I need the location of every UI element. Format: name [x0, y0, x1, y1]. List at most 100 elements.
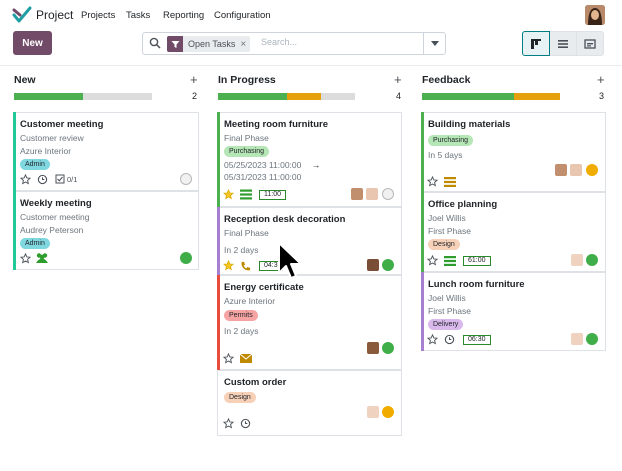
- caret-down-icon: [430, 41, 439, 46]
- time-widget[interactable]: 11:00: [259, 190, 286, 200]
- activity-view-button[interactable]: [576, 31, 604, 56]
- card-customer: Azure Interior: [224, 296, 276, 306]
- assignee-avatar[interactable]: [570, 164, 582, 176]
- add-card-icon[interactable]: +: [394, 72, 402, 87]
- star-filled-icon[interactable]: [223, 189, 234, 200]
- assignee-avatar[interactable]: [351, 188, 363, 200]
- task-list-icon[interactable]: [444, 256, 456, 266]
- star-icon[interactable]: [223, 353, 234, 364]
- card-project: Customer meeting: [20, 212, 90, 222]
- progress-other-segment[interactable]: [321, 93, 355, 100]
- assignee-avatar[interactable]: [367, 406, 379, 418]
- column-progress-bar[interactable]: [14, 93, 152, 100]
- project-logo-icon[interactable]: [12, 6, 32, 24]
- activity-icon: [584, 38, 596, 49]
- assignee-avatar[interactable]: [367, 259, 379, 271]
- card-color-stripe: [421, 272, 424, 351]
- phone-icon[interactable]: [240, 261, 251, 272]
- search-bar[interactable]: Open Tasks × Search...: [142, 32, 446, 55]
- subtask-count: 0/1: [67, 175, 78, 184]
- kanban-view-button[interactable]: [522, 31, 550, 56]
- status-circle[interactable]: [180, 252, 192, 264]
- progress-other-segment[interactable]: [83, 93, 152, 100]
- kanban-card[interactable]: Weekly meeting Customer meeting Audrey P…: [13, 191, 199, 270]
- status-circle[interactable]: [586, 333, 598, 345]
- column-title-feedback[interactable]: Feedback: [422, 74, 471, 86]
- progress-warning-segment[interactable]: [514, 93, 560, 100]
- column-count: 4: [396, 91, 402, 101]
- tag-badge: Design: [428, 239, 460, 250]
- kanban-card[interactable]: Lunch room furniture Joel Willis First P…: [421, 272, 606, 351]
- tag-badge: Purchasing: [224, 146, 270, 157]
- kanban-card[interactable]: Customer meeting Customer review Azure I…: [13, 112, 199, 191]
- nav-item-tasks[interactable]: Tasks: [126, 10, 151, 21]
- card-customer: Audrey Peterson: [20, 225, 84, 235]
- progress-done-segment[interactable]: [14, 93, 83, 100]
- clock-icon[interactable]: [444, 334, 455, 345]
- card-project: Final Phase: [224, 133, 269, 143]
- users-icon[interactable]: [35, 252, 49, 264]
- nav-item-reporting[interactable]: Reporting: [163, 10, 205, 21]
- new-button[interactable]: New: [13, 31, 52, 55]
- star-icon[interactable]: [427, 255, 438, 266]
- time-widget[interactable]: 06:30: [463, 335, 491, 345]
- nav-item-projects[interactable]: Projects: [81, 10, 116, 21]
- kanban-card[interactable]: Custom order Design: [217, 370, 402, 436]
- status-circle[interactable]: [382, 188, 394, 200]
- app-title[interactable]: Project: [36, 8, 74, 22]
- column-title-in-progress[interactable]: In Progress: [218, 74, 276, 86]
- status-circle[interactable]: [382, 259, 394, 271]
- kanban-card[interactable]: Meeting room furniture Final Phase Purch…: [217, 112, 402, 207]
- assignee-avatar[interactable]: [555, 164, 567, 176]
- column-title-new[interactable]: New: [14, 74, 36, 86]
- status-warning-icon[interactable]: [382, 406, 394, 418]
- card-color-stripe: [13, 191, 16, 270]
- search-options-toggle[interactable]: [423, 33, 445, 54]
- kanban-card[interactable]: Reception desk decoration Final Phase In…: [217, 207, 402, 275]
- card-title: Energy certificate: [224, 282, 304, 293]
- status-circle[interactable]: [586, 254, 598, 266]
- column-progress-bar[interactable]: [422, 93, 560, 100]
- star-icon[interactable]: [20, 253, 31, 264]
- search-icon: [149, 37, 161, 49]
- kanban-card[interactable]: Energy certificate Azure Interior Permit…: [217, 275, 402, 370]
- checkbox-icon[interactable]: [55, 174, 65, 184]
- kanban-card[interactable]: Building materials Purchasing In 5 days: [421, 112, 606, 192]
- task-list-icon[interactable]: [240, 189, 252, 200]
- clock-icon[interactable]: [37, 174, 48, 185]
- status-circle[interactable]: [180, 173, 192, 185]
- search-input[interactable]: Search...: [261, 37, 298, 47]
- filter-facet[interactable]: Open Tasks ×: [167, 36, 251, 52]
- list-view-button[interactable]: [549, 31, 577, 56]
- progress-warning-segment[interactable]: [287, 93, 321, 100]
- nav-item-configuration[interactable]: Configuration: [214, 10, 271, 21]
- star-icon[interactable]: [427, 334, 438, 345]
- envelope-icon[interactable]: [240, 354, 252, 363]
- assignee-avatar[interactable]: [571, 333, 583, 345]
- clock-icon[interactable]: [240, 418, 251, 429]
- card-color-stripe: [421, 192, 424, 272]
- list-icon: [558, 39, 568, 48]
- time-widget[interactable]: 61:00: [463, 256, 491, 266]
- assignee-avatar[interactable]: [366, 188, 378, 200]
- column-progress-bar[interactable]: [218, 93, 355, 100]
- card-date-start: 05/25/2023 11:00:00: [224, 160, 302, 170]
- assignee-avatar[interactable]: [367, 342, 379, 354]
- star-icon[interactable]: [223, 418, 234, 429]
- add-card-icon[interactable]: +: [190, 72, 198, 87]
- progress-done-segment[interactable]: [218, 93, 287, 100]
- user-avatar[interactable]: [585, 5, 605, 25]
- kanban-card[interactable]: Office planning Joel Willis First Phase …: [421, 192, 606, 272]
- star-icon[interactable]: [20, 174, 31, 185]
- progress-done-segment[interactable]: [422, 93, 514, 100]
- star-filled-icon[interactable]: [223, 260, 234, 271]
- add-card-icon[interactable]: +: [597, 72, 605, 87]
- status-circle[interactable]: [382, 342, 394, 354]
- remove-facet-icon[interactable]: ×: [240, 38, 247, 50]
- column-count: 3: [599, 91, 605, 101]
- star-icon[interactable]: [427, 176, 438, 187]
- card-title: Weekly meeting: [20, 198, 92, 209]
- task-list-icon[interactable]: [444, 177, 456, 187]
- status-warning-icon[interactable]: [586, 164, 598, 176]
- assignee-avatar[interactable]: [571, 254, 583, 266]
